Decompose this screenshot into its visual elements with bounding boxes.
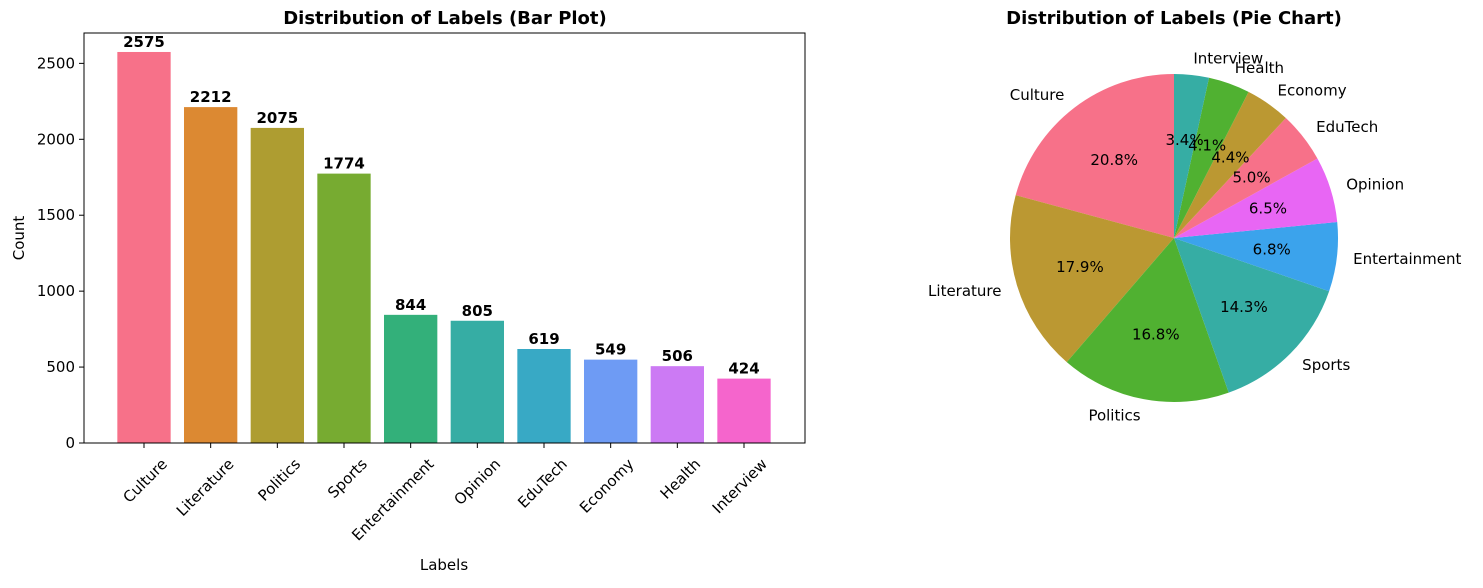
x-tick-label-culture: Culture (119, 455, 170, 506)
bar-opinion (450, 320, 504, 443)
pie-label-opinion: Opinion (1346, 175, 1404, 193)
bar-plot-frame (83, 32, 806, 444)
pie-percent-opinion: 6.5% (1249, 200, 1287, 218)
pie-labels: Culture Literature Politics Sports Entertain… (928, 50, 1461, 425)
bar-data-label-economy: 549 (595, 341, 626, 359)
y-tick-label: 1000 (37, 282, 75, 300)
x-tick-label-opinion: Opinion (450, 455, 504, 509)
pie-percent-edutech: 5.0% (1232, 168, 1270, 186)
pie-wedge-literature (1009, 195, 1174, 363)
bar-data-label-edutech: 619 (528, 330, 559, 348)
bar-politics (250, 127, 304, 443)
y-axis-ticks: 0 500 1000 1500 2000 2500 (37, 54, 84, 452)
pie-wedge-politics (1066, 238, 1229, 403)
pie-label-literature: Literature (928, 282, 1001, 300)
pie-wedges (1009, 74, 1339, 403)
x-axis-label: Labels (420, 556, 468, 574)
pie-wedge-edutech (1174, 118, 1318, 238)
y-tick-label: 2000 (37, 130, 75, 148)
pie-chart: Distribution of Labels (Pie Chart) Cultu… (928, 8, 1461, 424)
pie-wedge-entertainment (1174, 221, 1339, 292)
pie-label-entertainment: Entertainment (1353, 250, 1461, 268)
bar-culture (117, 51, 171, 443)
bar-edutech (517, 349, 571, 443)
pie-percent-sports: 14.3% (1220, 298, 1268, 316)
pie-label-economy: Economy (1278, 81, 1347, 99)
bar-data-label-health: 506 (662, 347, 693, 365)
pie-percent-health: 4.1% (1188, 136, 1226, 154)
bar-sports (317, 173, 371, 444)
x-tick-label-edutech: EduTech (514, 455, 571, 512)
x-tick-label-sports: Sports (324, 455, 371, 502)
pie-wedge-health (1174, 77, 1249, 238)
bar-economy (584, 359, 638, 443)
x-tick-label-health: Health (657, 455, 705, 503)
bar-data-label-opinion: 805 (462, 302, 493, 320)
bar-entertainment (384, 314, 438, 443)
bar-chart: Distribution of Labels (Bar Plot) 2575 22… (10, 8, 806, 574)
y-axis-label: Count (10, 216, 28, 261)
bar-health (650, 366, 704, 443)
pie-label-culture: Culture (1010, 86, 1065, 104)
x-tick-label-politics: Politics (255, 455, 305, 505)
y-tick-label: 1500 (37, 206, 75, 224)
bar-data-label-politics: 2075 (256, 109, 298, 127)
pie-label-politics: Politics (1088, 406, 1140, 424)
pie-percent-interview: 3.4% (1166, 131, 1204, 149)
pie-percent-politics: 16.8% (1132, 326, 1180, 344)
pie-wedge-interview (1174, 74, 1210, 238)
x-axis-ticks: Culture Literature Politics SportsEntertain… (119, 443, 771, 544)
bar-data-label-literature: 2212 (190, 88, 232, 106)
pie-wedge-economy (1174, 91, 1286, 238)
x-tick-label-interview: Interview (709, 455, 771, 517)
pie-wedge-sports (1174, 238, 1330, 393)
y-tick-label: 0 (65, 434, 75, 452)
bar-data-labels: 2575 2212 2075 1774 844 805 619 549 506 424 (123, 33, 760, 378)
pie-label-sports: Sports (1302, 356, 1350, 374)
bar-series (117, 51, 771, 444)
pie-percent-economy: 4.4% (1211, 148, 1249, 166)
pie-label-edutech: EduTech (1316, 118, 1378, 136)
pie-percent-entertainment: 6.8% (1253, 240, 1291, 258)
pie-label-health: Health (1235, 59, 1284, 77)
y-tick-label: 500 (46, 358, 75, 376)
y-tick-label: 2500 (37, 54, 75, 72)
x-tick-label-economy: Economy (576, 455, 638, 517)
x-tick-label-literature: Literature (173, 455, 238, 520)
bar-interview (717, 378, 771, 443)
bar-data-label-culture: 2575 (123, 33, 165, 51)
pie-wedge-opinion (1174, 158, 1338, 238)
pie-percent-literature: 17.9% (1056, 258, 1104, 276)
bar-chart-title: Distribution of Labels (Bar Plot) (283, 8, 607, 29)
bar-data-label-entertainment: 844 (395, 296, 426, 314)
pie-chart-title: Distribution of Labels (Pie Chart) (1006, 8, 1342, 29)
bar-data-label-interview: 424 (728, 360, 759, 378)
pie-percent-culture: 20.8% (1090, 151, 1138, 169)
pie-percent-labels: 20.8% 17.9% 16.8% 14.3% 6.8% 6.5% 5.0% 4.4%4.1%… (1056, 131, 1291, 344)
pie-wedge-culture (1015, 74, 1174, 238)
bar-data-label-sports: 1774 (323, 155, 365, 173)
bar-literature (184, 107, 238, 443)
pie-label-interview: Interview (1193, 50, 1263, 68)
